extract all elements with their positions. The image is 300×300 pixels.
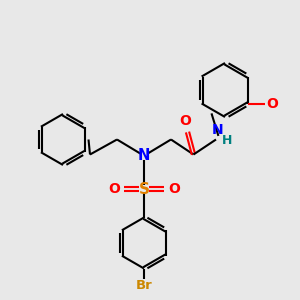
Text: N: N — [212, 123, 223, 137]
Text: O: O — [168, 182, 180, 196]
Text: Br: Br — [136, 279, 152, 292]
Text: H: H — [222, 134, 233, 147]
Text: N: N — [138, 148, 150, 164]
Text: S: S — [139, 182, 149, 196]
Text: O: O — [179, 114, 191, 128]
Text: O: O — [108, 182, 120, 196]
Text: O: O — [266, 97, 278, 110]
